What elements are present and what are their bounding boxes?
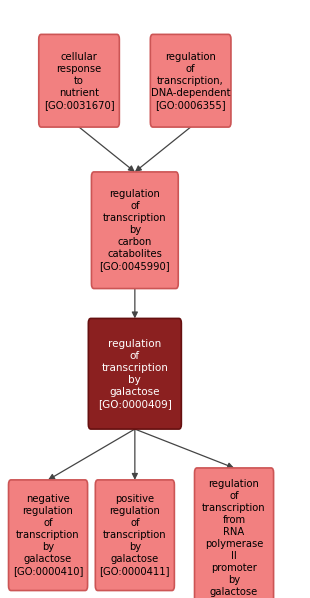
FancyBboxPatch shape [95,480,174,591]
FancyBboxPatch shape [88,318,181,429]
Text: regulation
of
transcription
from
RNA
polymerase
II
promoter
by
galactose
[GO:000: regulation of transcription from RNA pol… [199,479,269,598]
Text: regulation
of
transcription,
DNA-dependent
[GO:0006355]: regulation of transcription, DNA-depende… [151,52,230,109]
Text: negative
regulation
of
transcription
by
galactose
[GO:0000410]: negative regulation of transcription by … [13,494,83,576]
FancyBboxPatch shape [91,172,178,289]
FancyBboxPatch shape [150,34,231,127]
FancyBboxPatch shape [39,34,119,127]
Text: regulation
of
transcription
by
carbon
catabolites
[GO:0045990]: regulation of transcription by carbon ca… [100,189,170,271]
Text: cellular
response
to
nutrient
[GO:0031670]: cellular response to nutrient [GO:003167… [44,52,114,109]
Text: positive
regulation
of
transcription
by
galactose
[GO:0000411]: positive regulation of transcription by … [100,494,170,576]
FancyBboxPatch shape [8,480,87,591]
FancyBboxPatch shape [195,468,273,598]
Text: regulation
of
transcription
by
galactose
[GO:0000409]: regulation of transcription by galactose… [98,338,172,409]
